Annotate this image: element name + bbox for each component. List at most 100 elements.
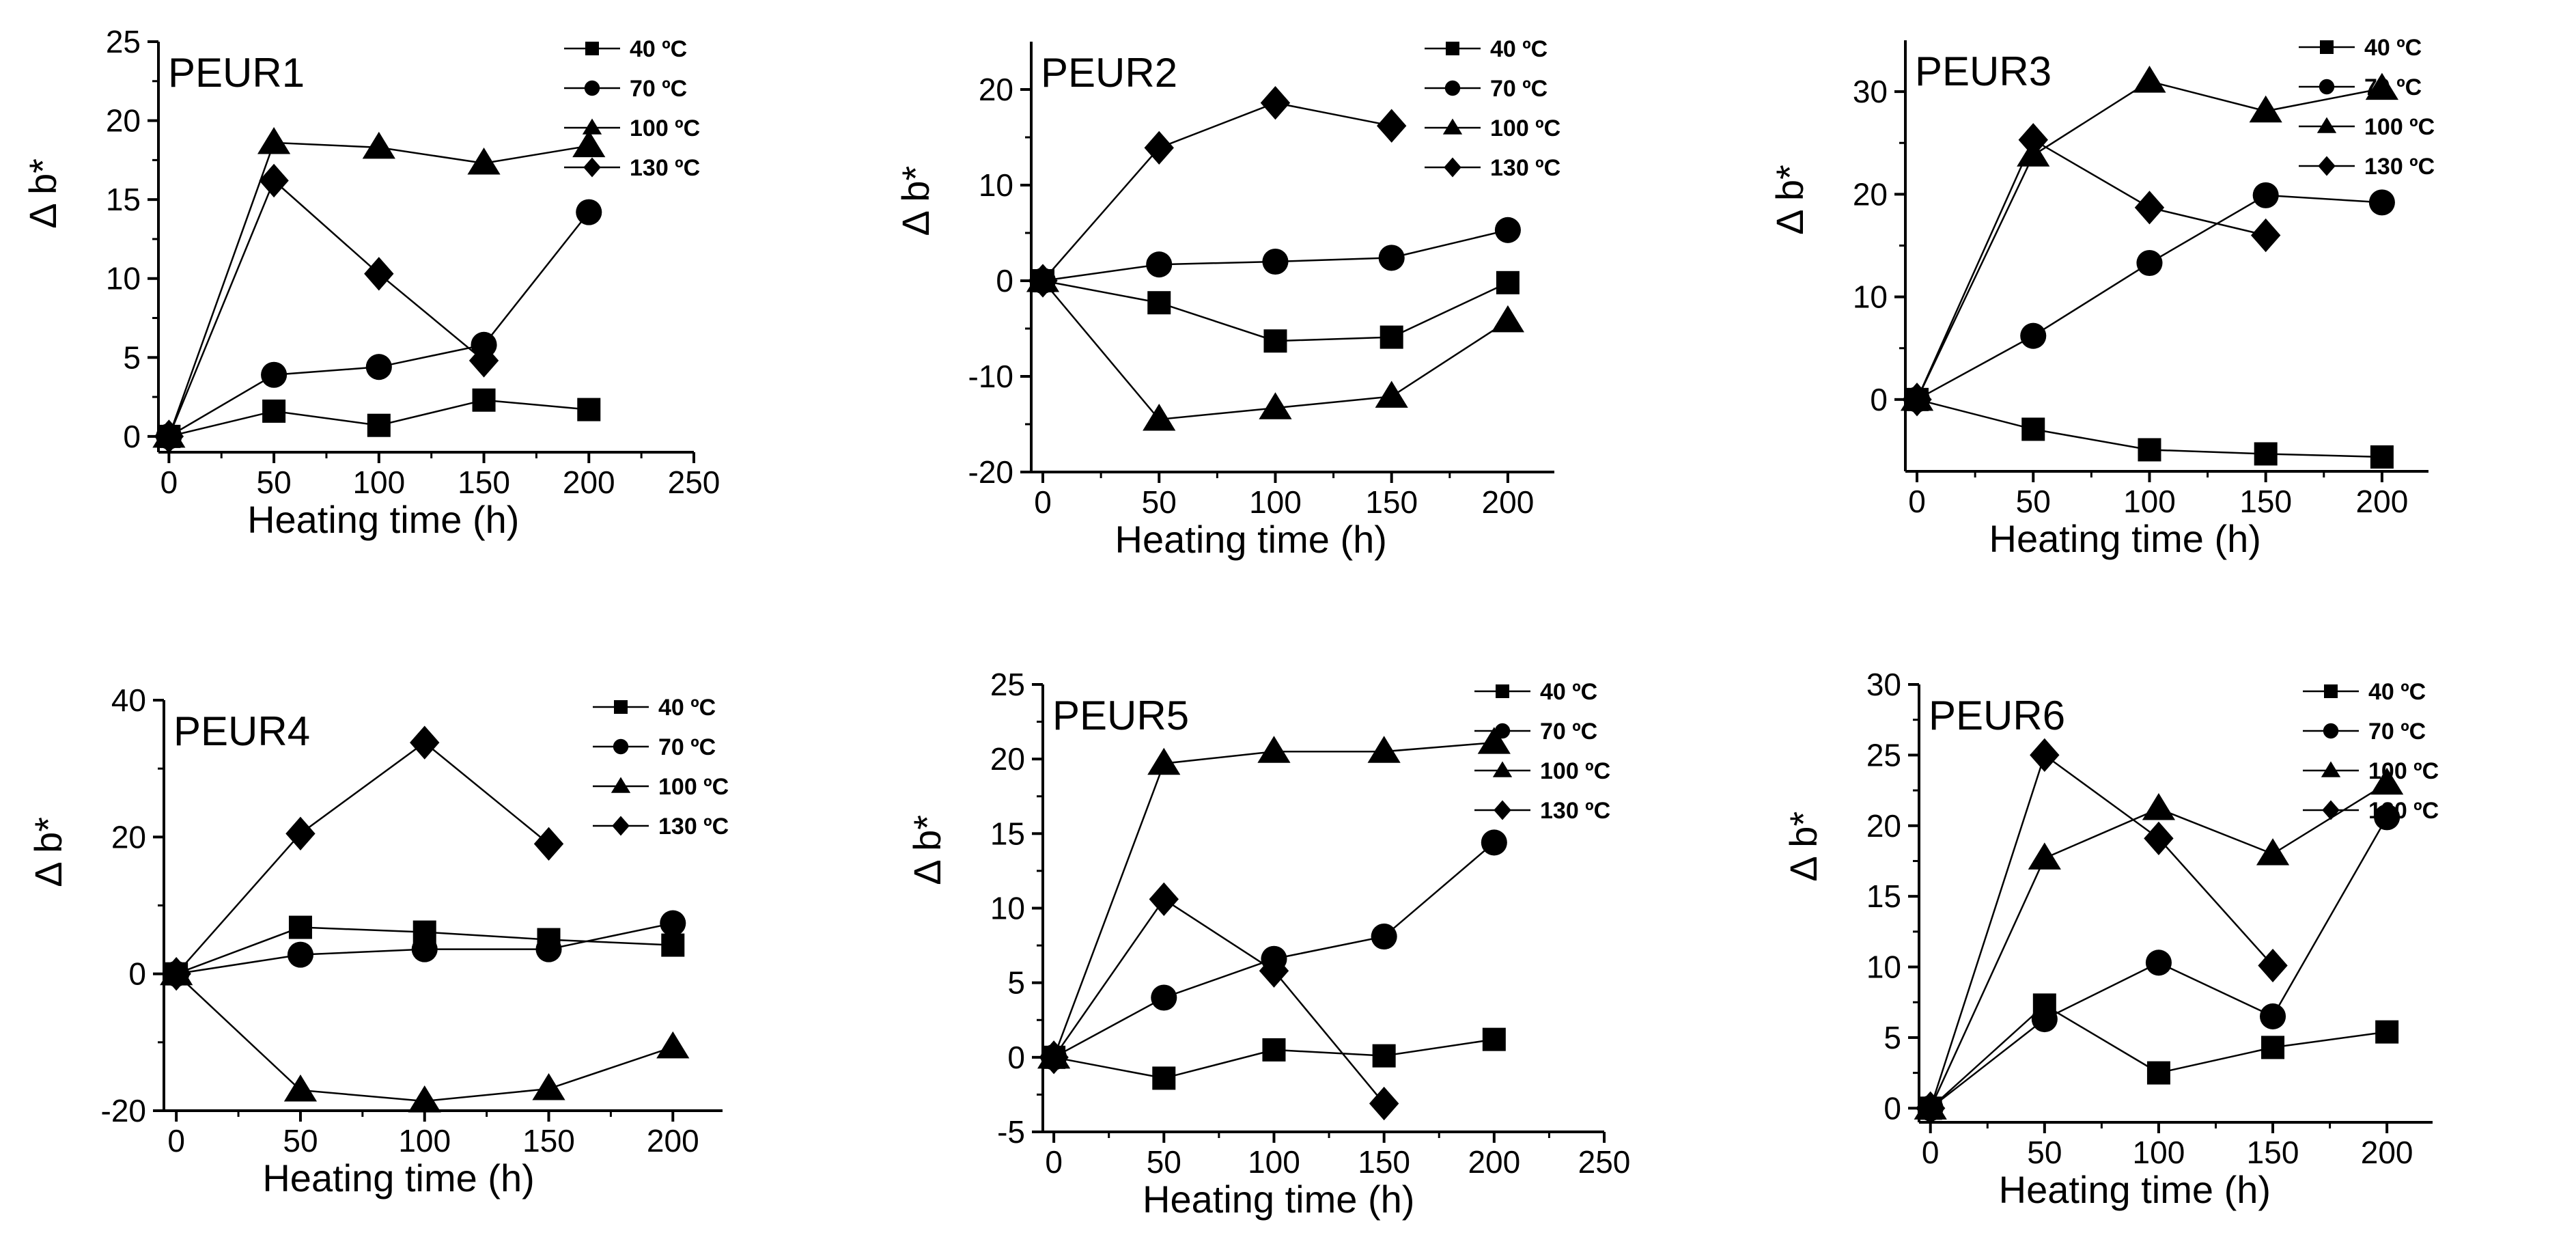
legend-entry: 40 ºC <box>593 695 716 721</box>
series-diamond <box>1039 882 1399 1121</box>
x-tick-label: 0 <box>1922 1135 1940 1170</box>
data-point <box>364 257 394 291</box>
x-tick-label: 100 <box>1248 1144 1300 1180</box>
series-diamond <box>1028 85 1407 298</box>
series-square <box>157 388 601 448</box>
x-axis-label: Heating time (h) <box>1989 517 2261 560</box>
y-tick-label: 15 <box>106 182 141 217</box>
series-diamond <box>1902 123 2281 417</box>
legend-label: 70 ºC <box>1540 719 1597 745</box>
data-point <box>1477 727 1511 754</box>
y-tick-label: 5 <box>1884 1020 1901 1055</box>
legend-label: 40 ºC <box>1540 679 1597 705</box>
series-circle <box>1029 217 1521 294</box>
y-axis-label: Δ b* <box>1782 812 1825 882</box>
x-tick-label: 150 <box>1358 1144 1410 1180</box>
data-point <box>2374 804 2400 831</box>
legend-label: 130 ºC <box>2364 154 2435 180</box>
data-point <box>2018 123 2048 157</box>
data-point <box>1371 923 1397 950</box>
data-point <box>1259 392 1292 419</box>
legend-marker <box>1492 761 1513 777</box>
data-point <box>2145 949 2172 976</box>
legend-entry: 70 ºC <box>2303 719 2426 745</box>
x-axis-label: Heating time (h) <box>247 498 519 541</box>
legend-marker <box>584 80 600 96</box>
data-point <box>2258 948 2288 983</box>
legend-label: 130 ºC <box>1540 798 1610 824</box>
series-square <box>1031 269 1520 353</box>
y-tick-label: 20 <box>990 741 1025 777</box>
series-line <box>1053 898 1385 1105</box>
data-point <box>283 1074 318 1102</box>
legend-marker <box>2323 723 2339 739</box>
data-point <box>2370 445 2394 469</box>
y-tick-label: 0 <box>1884 1090 1901 1126</box>
y-tick-label: 20 <box>106 103 141 139</box>
legend-label: 70 ºC <box>658 734 716 760</box>
data-point <box>367 413 391 437</box>
series-line <box>168 179 485 437</box>
data-point <box>261 361 288 388</box>
data-point <box>532 1072 565 1100</box>
legend-entry: 40 ºC <box>564 36 687 62</box>
data-point <box>2028 842 2061 870</box>
panel-title: PEUR2 <box>1041 50 1177 96</box>
x-tick-label: 100 <box>2133 1135 2185 1170</box>
x-tick-label: 150 <box>2247 1135 2299 1170</box>
y-axis-label: Δ b* <box>27 817 70 887</box>
series-line <box>1916 194 2382 400</box>
x-tick-label: 200 <box>647 1123 699 1159</box>
panel-title: PEUR3 <box>1915 48 2052 94</box>
y-axis-label: Δ b* <box>894 166 937 236</box>
x-tick-label: 0 <box>1034 484 1052 520</box>
series-diamond <box>1916 738 2288 1125</box>
y-tick-label: 5 <box>1007 965 1025 1001</box>
legend-marker <box>612 816 630 836</box>
legend-entry: 130 ºC <box>1425 155 1560 181</box>
data-point <box>467 148 501 175</box>
y-axis-label: Δ b* <box>906 815 949 885</box>
data-point <box>1259 954 1289 988</box>
legend-marker <box>2318 156 2336 176</box>
legend-label: 100 ºC <box>1540 758 1610 784</box>
data-point <box>411 936 438 962</box>
data-point <box>2249 95 2282 123</box>
y-tick-label: 20 <box>979 72 1013 107</box>
series-circle <box>1041 829 1507 1070</box>
data-point <box>1147 747 1181 775</box>
data-point <box>2252 182 2279 208</box>
data-point <box>2256 838 2290 865</box>
x-tick-label: 50 <box>2016 484 2051 519</box>
legend-entry: 100 ºC <box>1425 115 1560 141</box>
legend-marker <box>583 157 601 178</box>
data-point <box>1372 1044 1396 1068</box>
data-point <box>1028 264 1058 298</box>
data-point <box>1481 829 1507 856</box>
legend-label: 130 ºC <box>1490 155 1560 181</box>
data-point <box>661 933 685 957</box>
legend-marker <box>1442 118 1463 135</box>
legend-entry: 130 ºC <box>1474 798 1610 824</box>
data-point <box>1491 305 1525 333</box>
data-point <box>572 130 606 158</box>
data-point <box>2031 1006 2058 1033</box>
data-point <box>2368 189 2395 216</box>
data-point <box>2138 438 2161 462</box>
x-tick-label: 0 <box>1908 484 1926 519</box>
series-square <box>1905 387 2394 469</box>
legend-label: 70 ºC <box>2368 719 2426 745</box>
x-tick-label: 200 <box>2361 1135 2413 1170</box>
x-tick-label: 0 <box>167 1123 185 1159</box>
legend-marker <box>2316 117 2337 133</box>
panel-title: PEUR1 <box>168 50 305 96</box>
legend-entry: 130 ºC <box>593 814 729 840</box>
data-point <box>468 344 499 378</box>
legend-label: 40 ºC <box>2368 679 2426 705</box>
chart-panel-4: -20 0 20 40 0 50 100 150 200 Heating time (h) Δ b*… <box>27 682 729 1200</box>
y-axis-label: Δ b* <box>21 158 64 229</box>
data-point <box>2261 1036 2285 1059</box>
legend-entry: 100 ºC <box>2299 114 2435 140</box>
